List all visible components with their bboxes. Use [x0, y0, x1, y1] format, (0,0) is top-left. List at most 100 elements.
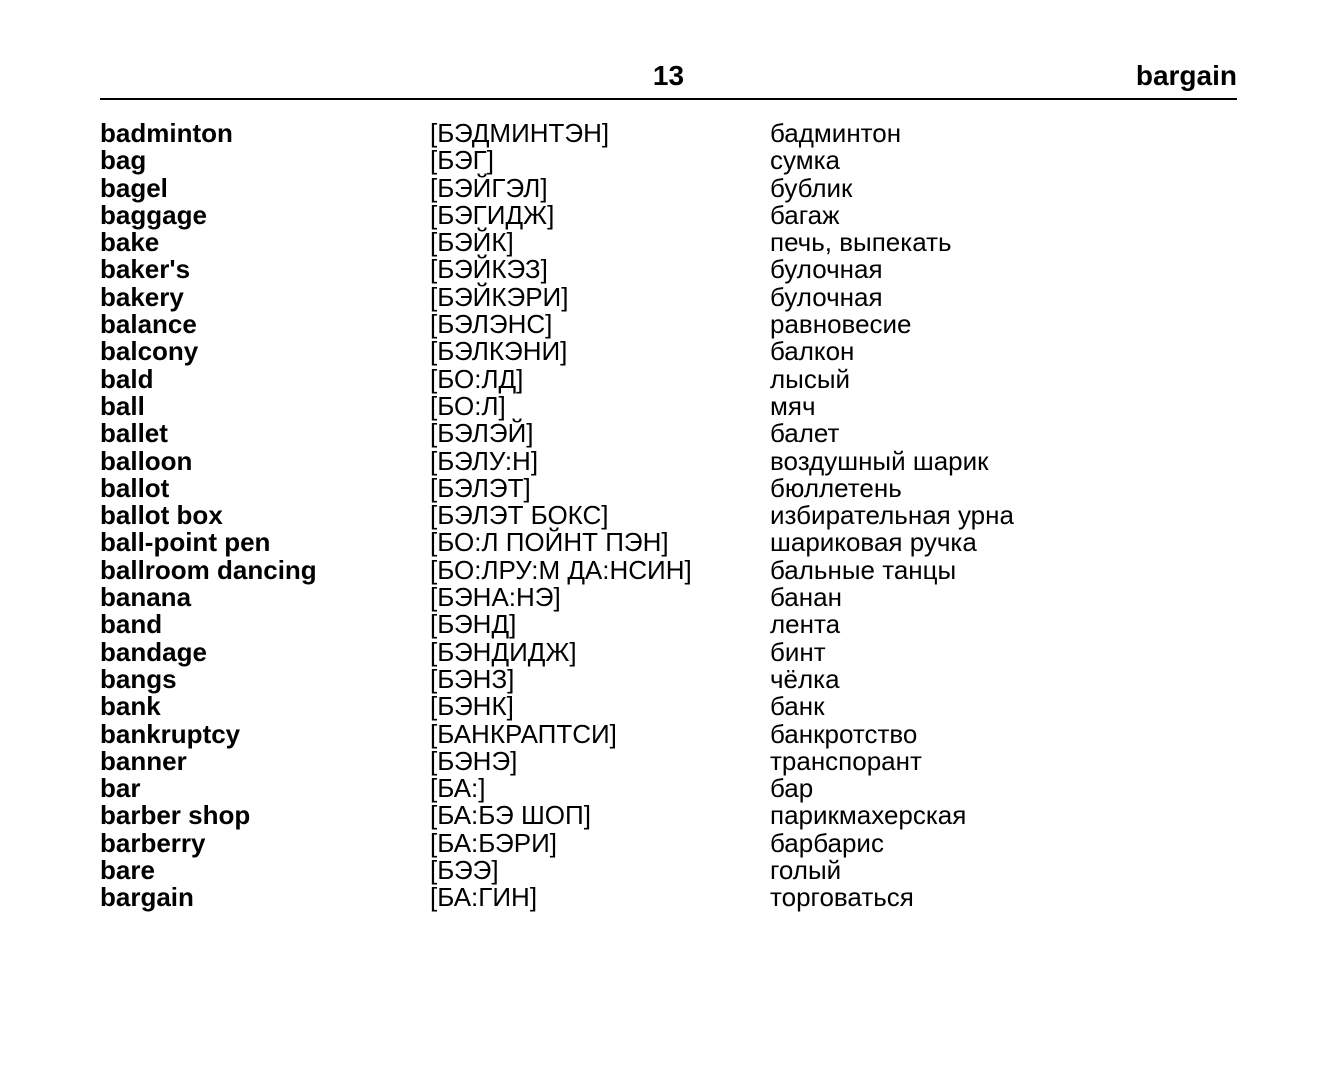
entry-english: baker's: [100, 256, 430, 283]
entry-pronunciation: [БО:Л ПОЙНТ ПЭН]: [430, 529, 770, 556]
dictionary-entry: badminton[БЭДМИНТЭН]бадминтон: [100, 120, 1237, 147]
dictionary-entry: bagel[БЭЙГЭЛ]бублик: [100, 175, 1237, 202]
dictionary-entry: banana[БЭНА:НЭ]банан: [100, 584, 1237, 611]
entry-english: bankruptcy: [100, 721, 430, 748]
entry-pronunciation: [БЭЙКЭЗ]: [430, 256, 770, 283]
entry-pronunciation: [БЭНЭ]: [430, 748, 770, 775]
entry-russian: булочная: [770, 256, 883, 283]
entry-russian: голый: [770, 857, 841, 884]
entry-pronunciation: [БЭНК]: [430, 693, 770, 720]
entry-pronunciation: [БО:ЛД]: [430, 366, 770, 393]
entry-english: ball: [100, 393, 430, 420]
entry-pronunciation: [БЭНА:НЭ]: [430, 584, 770, 611]
entry-english: bald: [100, 366, 430, 393]
dictionary-entry: bakery[БЭЙКЭРИ]булочная: [100, 284, 1237, 311]
dictionary-entry: bargain[БА:ГИН]торговаться: [100, 884, 1237, 911]
entry-pronunciation: [БЭЛКЭНИ]: [430, 338, 770, 365]
entry-russian: балкон: [770, 338, 854, 365]
entry-russian: банкротство: [770, 721, 917, 748]
entry-pronunciation: [БЭЙКЭРИ]: [430, 284, 770, 311]
page-header: 13 bargain: [100, 60, 1237, 100]
entry-russian: шариковая ручка: [770, 529, 977, 556]
entry-pronunciation: [БЭЛЭТ]: [430, 475, 770, 502]
dictionary-entry: ballet[БЭЛЭЙ]балет: [100, 420, 1237, 447]
entry-english: badminton: [100, 120, 430, 147]
entry-russian: лента: [770, 611, 840, 638]
entry-pronunciation: [БА:БЭ ШОП]: [430, 802, 770, 829]
dictionary-entry: baker's[БЭЙКЭЗ]булочная: [100, 256, 1237, 283]
dictionary-entry: ball[БО:Л]мяч: [100, 393, 1237, 420]
entry-russian: лысый: [770, 366, 850, 393]
entry-pronunciation: [БЭГИДЖ]: [430, 202, 770, 229]
entry-english: bangs: [100, 666, 430, 693]
entry-pronunciation: [БЭНДИДЖ]: [430, 639, 770, 666]
entry-russian: бальные танцы: [770, 557, 956, 584]
dictionary-entry: balloon[БЭЛУ:Н]воздушный шарик: [100, 448, 1237, 475]
entry-english: bare: [100, 857, 430, 884]
entry-pronunciation: [БЭЙГЭЛ]: [430, 175, 770, 202]
entry-russian: булочная: [770, 284, 883, 311]
entry-english: bake: [100, 229, 430, 256]
entry-russian: балет: [770, 420, 839, 447]
entry-english: balance: [100, 311, 430, 338]
dictionary-entry: bangs[БЭНЗ]чёлка: [100, 666, 1237, 693]
entry-english: ballot box: [100, 502, 430, 529]
entry-pronunciation: [БО:ЛРУ:М ДА:НСИН]: [430, 557, 770, 584]
entry-english: bagel: [100, 175, 430, 202]
entry-pronunciation: [БЭДМИНТЭН]: [430, 120, 770, 147]
dictionary-entry: baggage[БЭГИДЖ]багаж: [100, 202, 1237, 229]
dictionary-entry: ball-point pen[БО:Л ПОЙНТ ПЭН]шариковая …: [100, 529, 1237, 556]
entry-pronunciation: [БА:]: [430, 775, 770, 802]
entry-pronunciation: [БЭЛЭТ БОКС]: [430, 502, 770, 529]
entry-english: bargain: [100, 884, 430, 911]
entry-russian: мяч: [770, 393, 816, 420]
entry-english: banner: [100, 748, 430, 775]
entry-english: balcony: [100, 338, 430, 365]
entry-pronunciation: [БАНКРАПТСИ]: [430, 721, 770, 748]
entry-english: bag: [100, 147, 430, 174]
dictionary-entry: bake[БЭЙК]печь, выпекать: [100, 229, 1237, 256]
dictionary-entry: bandage[БЭНДИДЖ]бинт: [100, 639, 1237, 666]
entry-russian: равновесие: [770, 311, 912, 338]
dictionary-page: 13 bargain badminton[БЭДМИНТЭН]бадминтон…: [0, 0, 1337, 952]
entry-english: band: [100, 611, 430, 638]
entry-russian: сумка: [770, 147, 840, 174]
dictionary-entry: barberry[БА:БЭРИ]барбарис: [100, 830, 1237, 857]
dictionary-entry: bank[БЭНК]банк: [100, 693, 1237, 720]
dictionary-entry: bare[БЭЭ]голый: [100, 857, 1237, 884]
entry-russian: бинт: [770, 639, 826, 666]
entry-pronunciation: [БЭЛЭНС]: [430, 311, 770, 338]
entry-pronunciation: [БА:ГИН]: [430, 884, 770, 911]
entry-pronunciation: [БЭНЗ]: [430, 666, 770, 693]
entry-english: bakery: [100, 284, 430, 311]
entry-english: bar: [100, 775, 430, 802]
entry-pronunciation: [БЭГ]: [430, 147, 770, 174]
entry-english: bank: [100, 693, 430, 720]
page-number: 13: [653, 60, 684, 92]
dictionary-entry: bald[БО:ЛД]лысый: [100, 366, 1237, 393]
dictionary-entry: bag[БЭГ]сумка: [100, 147, 1237, 174]
entry-pronunciation: [БЭНД]: [430, 611, 770, 638]
entry-russian: транспорант: [770, 748, 922, 775]
dictionary-entry: bankruptcy[БАНКРАПТСИ]банкротство: [100, 721, 1237, 748]
entry-pronunciation: [БЭЛЭЙ]: [430, 420, 770, 447]
dictionary-entry: balcony[БЭЛКЭНИ]балкон: [100, 338, 1237, 365]
entry-russian: торговаться: [770, 884, 914, 911]
entries-list: badminton[БЭДМИНТЭН]бадминтонbag[БЭГ]сум…: [100, 120, 1237, 912]
entry-russian: бар: [770, 775, 813, 802]
entry-pronunciation: [БЭЭ]: [430, 857, 770, 884]
entry-english: bandage: [100, 639, 430, 666]
dictionary-entry: band[БЭНД]лента: [100, 611, 1237, 638]
entry-english: barberry: [100, 830, 430, 857]
entry-english: baggage: [100, 202, 430, 229]
entry-russian: бублик: [770, 175, 852, 202]
entry-russian: барбарис: [770, 830, 884, 857]
entry-russian: банк: [770, 693, 825, 720]
entry-pronunciation: [БЭЛУ:Н]: [430, 448, 770, 475]
entry-pronunciation: [БЭЙК]: [430, 229, 770, 256]
dictionary-entry: bar[БА:]бар: [100, 775, 1237, 802]
entry-english: ballet: [100, 420, 430, 447]
entry-english: ballot: [100, 475, 430, 502]
entry-russian: банан: [770, 584, 842, 611]
entry-russian: воздушный шарик: [770, 448, 989, 475]
